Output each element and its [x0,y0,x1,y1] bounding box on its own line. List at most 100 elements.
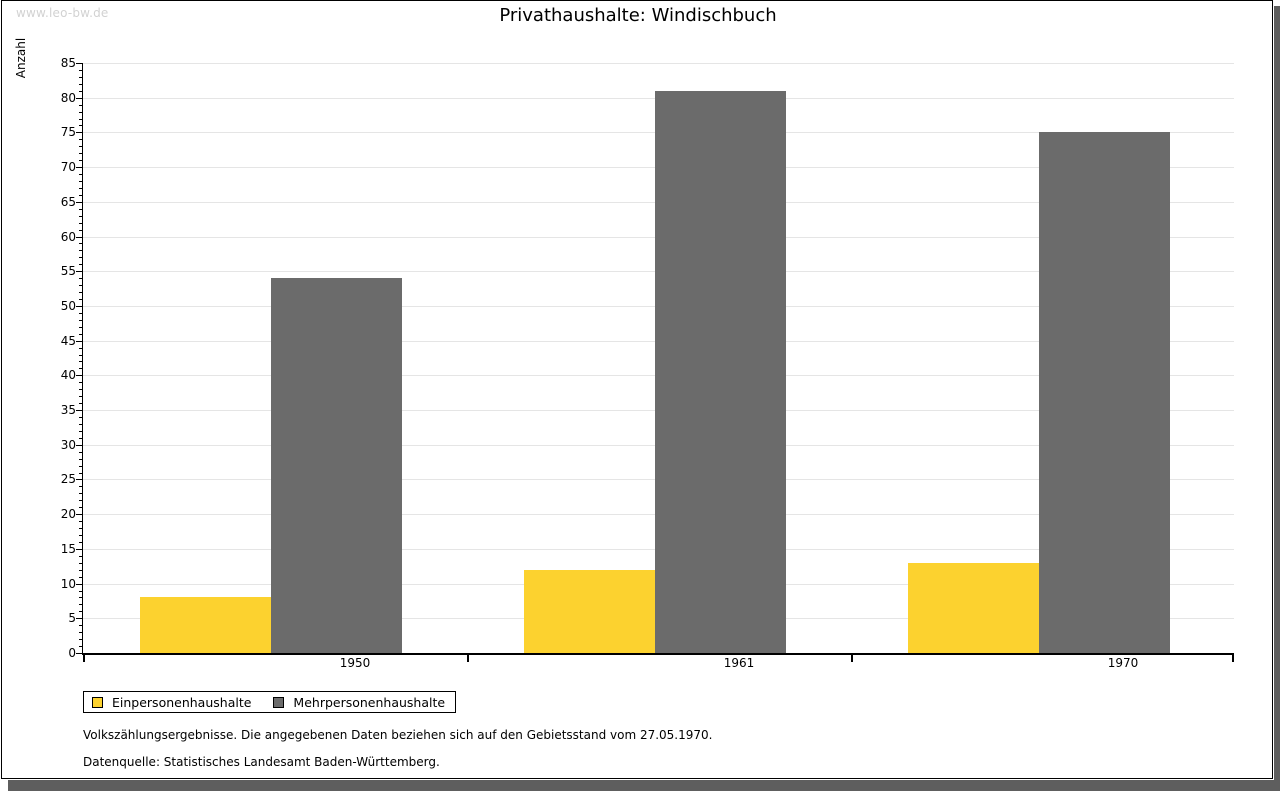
footnote-census: Volkszählungsergebnisse. Die angegebenen… [83,728,713,742]
y-axis-minor-tick [79,312,83,314]
y-axis-minor-tick [79,562,83,564]
x-axis-tick-label-1950: 1950 [339,656,371,670]
y-axis-major-tick [76,375,83,377]
chart-legend: Einpersonenhaushalte Mehrpersonenhaushalt… [83,691,457,713]
y-axis-minor-tick [79,153,83,155]
y-axis-minor-tick [79,382,83,384]
y-axis-minor-tick [79,486,83,488]
bar-1950-mehrpersonen[interactable] [271,278,402,653]
y-axis-tick-label: 10 [60,576,76,591]
y-axis-minor-tick [79,472,83,474]
bar-1970-einpersonen[interactable] [908,562,1039,653]
y-axis-minor-tick [79,555,83,557]
y-axis-tick-label: 0 [68,646,76,660]
y-axis-label: Anzahl [14,37,28,79]
y-axis-minor-tick [79,465,83,467]
legend-item-einpersonen[interactable]: Einpersonenhaushalte [92,695,251,710]
y-axis-major-tick [76,63,83,64]
y-axis-tick-label: 25 [60,472,76,487]
y-axis-minor-tick [79,76,83,78]
bar-1961-einpersonen[interactable] [524,569,655,653]
y-axis-tick-label: 70 [60,160,76,175]
y-axis-minor-tick [79,160,83,162]
y-axis-minor-tick [79,292,83,294]
y-axis-minor-tick [79,208,83,210]
y-axis-minor-tick [79,403,83,405]
gridline [83,63,1234,64]
y-axis-minor-tick [79,639,83,641]
y-axis-major-tick [76,132,83,134]
y-axis-minor-tick [79,222,83,224]
y-axis-line [82,63,83,654]
y-axis-minor-tick [79,368,83,370]
y-axis-minor-tick [79,361,83,363]
y-axis-minor-tick [79,541,83,543]
y-axis-minor-tick [79,507,83,509]
y-axis-minor-tick [79,430,83,432]
y-axis-minor-tick [79,194,83,196]
footnote-source: Datenquelle: Statistisches Landesamt Bad… [83,755,440,769]
y-axis-minor-tick [79,83,83,85]
y-axis-minor-tick [79,118,83,120]
y-axis-major-tick [76,201,83,203]
y-axis-major-tick [76,583,83,585]
y-axis-major-tick [76,653,83,654]
plot-area [76,63,1234,654]
y-axis-minor-tick [79,347,83,349]
y-axis-minor-tick [79,396,83,398]
y-axis-minor-tick [79,111,83,113]
y-axis-minor-tick [79,423,83,425]
y-axis-minor-tick [79,625,83,627]
y-axis-minor-tick [79,576,83,578]
y-axis-minor-tick [79,104,83,106]
bar-1970-mehrpersonen[interactable] [1039,132,1170,653]
y-axis-tick-label: 15 [60,541,76,556]
y-axis-minor-tick [79,146,83,148]
y-axis-tick-label: 75 [60,125,76,140]
watermark-label: www.leo-bw.de [16,6,109,20]
y-axis-major-tick [76,444,83,446]
y-axis-major-tick [76,340,83,342]
y-axis-minor-tick [79,174,83,176]
y-axis-tick-label: 85 [60,56,76,70]
y-axis-minor-tick [79,215,83,217]
y-axis-tick-label: 45 [60,333,76,348]
y-axis-tick-label: 40 [60,368,76,383]
bar-1961-mehrpersonen[interactable] [655,90,786,653]
y-axis-minor-tick [79,597,83,599]
x-axis-line [82,653,1234,655]
y-axis-minor-tick [79,243,83,245]
y-axis-major-tick [76,271,83,273]
y-axis-minor-tick [79,319,83,321]
y-axis-minor-tick [79,632,83,634]
y-axis-minor-tick [79,528,83,530]
x-axis-tick [851,653,853,662]
y-axis-major-tick [76,479,83,481]
y-axis-minor-tick [79,493,83,495]
y-axis-tick-label: 20 [60,507,76,522]
y-axis-minor-tick [79,646,83,648]
y-axis-minor-tick [79,521,83,523]
y-axis-minor-tick [79,90,83,92]
y-axis-minor-tick [79,69,83,71]
y-axis-minor-tick [79,437,83,439]
x-axis-tick [1232,653,1234,662]
y-axis-minor-tick [79,333,83,335]
y-axis-minor-tick [79,611,83,613]
y-axis-tick-label: 80 [60,90,76,105]
legend-item-mehrpersonen[interactable]: Mehrpersonenhaushalte [273,695,445,710]
y-axis-minor-tick [79,569,83,571]
y-axis-tick-labels: 0 5 10 15 20 25 30 35 40 45 50 55 60 65 70 75 80 85 [50,56,76,660]
y-axis-minor-tick [79,451,83,453]
bar-1950-einpersonen[interactable] [140,597,271,653]
y-axis-tick-label: 65 [60,194,76,209]
y-axis-major-tick [76,305,83,307]
y-axis-minor-tick [79,299,83,300]
window-shadow-right [1274,6,1280,791]
y-axis-tick-label: 50 [60,298,76,313]
y-axis-tick-label: 5 [68,611,76,626]
y-axis-minor-tick [79,187,83,189]
y-axis-minor-tick [79,604,83,606]
y-axis-minor-tick [79,326,83,328]
y-axis-major-tick [76,167,83,169]
